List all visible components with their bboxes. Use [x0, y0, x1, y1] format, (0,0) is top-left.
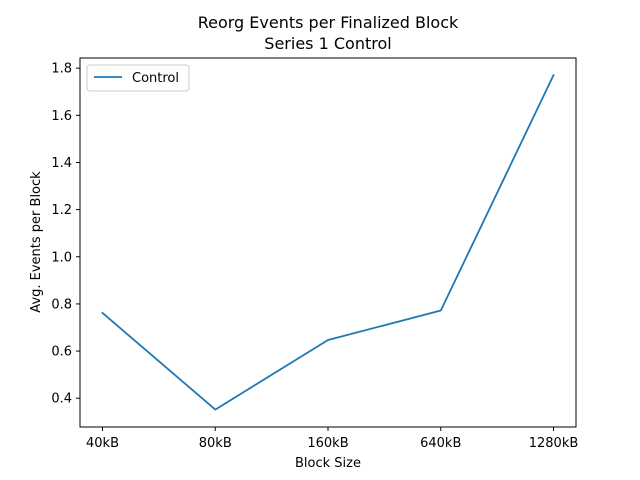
series-line-control	[101, 73, 555, 411]
chart-title: Reorg Events per Finalized Block	[198, 13, 459, 32]
legend: Control	[86, 64, 190, 92]
y-axis-label: Avg. Events per Block	[29, 171, 44, 313]
plot-frame	[79, 57, 577, 428]
y-tick-label: 1.4	[51, 156, 72, 171]
x-tick-label: 80kB	[199, 436, 232, 451]
y-tick-label: 1.2	[51, 203, 72, 218]
x-axis-ticks: 40kB 80kB 160kB 640kB 1280kB	[86, 427, 578, 451]
x-tick-label: 640kB	[420, 436, 461, 451]
y-tick-label: 1.8	[51, 62, 72, 77]
legend-label-control: Control	[132, 71, 179, 86]
y-tick-label: 1.6	[51, 109, 72, 124]
x-tick-label: 40kB	[86, 436, 119, 451]
y-tick-label: 0.4	[51, 392, 72, 407]
y-tick-label: 0.6	[51, 345, 72, 360]
x-tick-label: 1280kB	[529, 436, 579, 451]
x-tick-label: 160kB	[307, 436, 348, 451]
y-tick-label: 1.0	[51, 250, 72, 265]
chart-subtitle: Series 1 Control	[264, 34, 391, 53]
legend-box	[86, 64, 190, 92]
series-lines	[101, 73, 555, 411]
x-axis-label: Block Size	[295, 456, 361, 471]
y-tick-label: 0.8	[51, 297, 72, 312]
y-axis-ticks: 0.4 0.6 0.8 1.0 1.2 1.4 1.6 1.8	[51, 62, 80, 407]
